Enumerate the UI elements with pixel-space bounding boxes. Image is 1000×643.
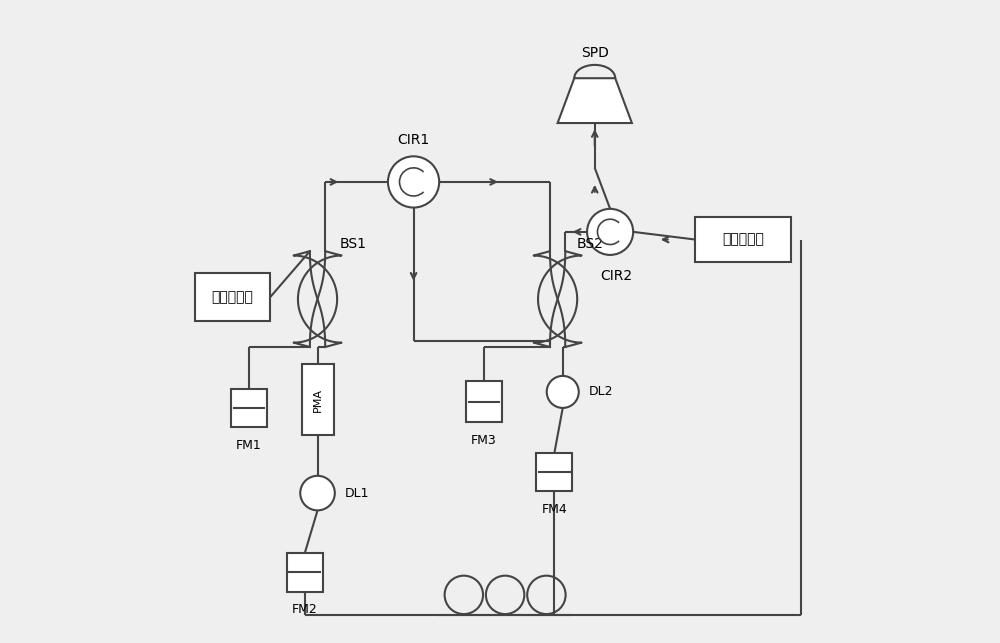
- Text: PMA: PMA: [313, 388, 323, 412]
- Bar: [302, 365, 334, 435]
- Bar: [695, 217, 791, 262]
- Circle shape: [388, 156, 439, 208]
- Polygon shape: [558, 78, 632, 123]
- Circle shape: [547, 376, 579, 408]
- Text: BS2: BS2: [576, 237, 603, 251]
- Circle shape: [300, 476, 335, 511]
- Text: FM1: FM1: [236, 439, 262, 451]
- Text: DL2: DL2: [588, 385, 613, 399]
- Bar: [287, 553, 323, 592]
- Text: FM4: FM4: [542, 503, 567, 516]
- Text: 第一激光器: 第一激光器: [211, 290, 253, 304]
- Text: FM3: FM3: [471, 434, 497, 447]
- Text: CIR2: CIR2: [600, 269, 633, 283]
- Bar: [195, 273, 270, 321]
- Circle shape: [587, 209, 633, 255]
- Text: 第二激光器: 第二激光器: [722, 233, 764, 246]
- Text: SPD: SPD: [581, 46, 609, 60]
- Bar: [536, 453, 572, 491]
- Bar: [466, 381, 502, 422]
- Text: FM2: FM2: [292, 603, 318, 616]
- Text: DL1: DL1: [344, 487, 369, 500]
- Text: CIR1: CIR1: [397, 132, 430, 147]
- Bar: [231, 389, 267, 427]
- Text: BS1: BS1: [339, 237, 366, 251]
